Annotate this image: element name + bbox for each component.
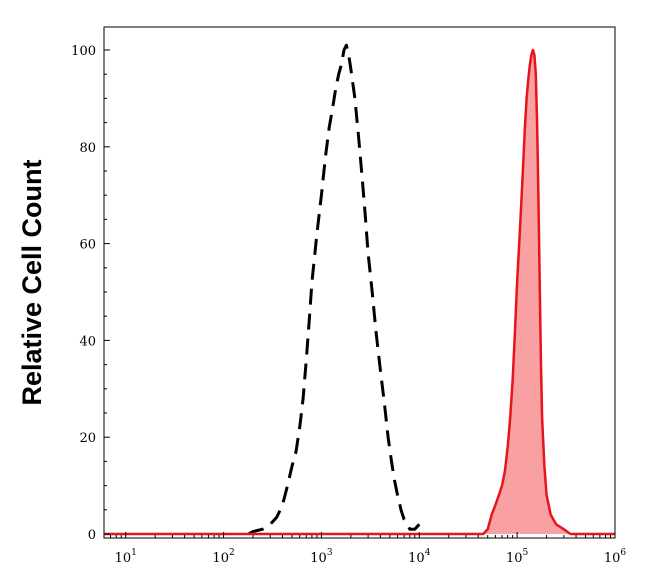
series-0-line [247,43,421,536]
x-tick-label: 101 [115,548,137,566]
y-tick-label: 80 [79,141,96,156]
y-tick-label: 0 [88,528,96,543]
y-tick-label: 20 [79,431,96,446]
y-tick-label: 40 [79,334,96,349]
y-tick-label: 60 [79,238,96,253]
x-tick-label: 104 [408,548,431,566]
x-tick-label: 102 [212,548,234,566]
series-layer [104,43,615,536]
y-axis-label: Relative Cell Count [17,159,47,405]
series-1-line [104,48,615,536]
x-tick-label: 103 [310,548,333,566]
y-tick-label: 100 [71,44,96,59]
x-tick-label: 105 [506,548,529,566]
y-axis-ticks: 0 20 40 60 80 100 [71,44,110,543]
plot-frame [103,26,616,539]
x-axis-ticks: 101 102 103 104 105 106 [103,532,627,566]
x-tick-label: 106 [604,548,627,566]
